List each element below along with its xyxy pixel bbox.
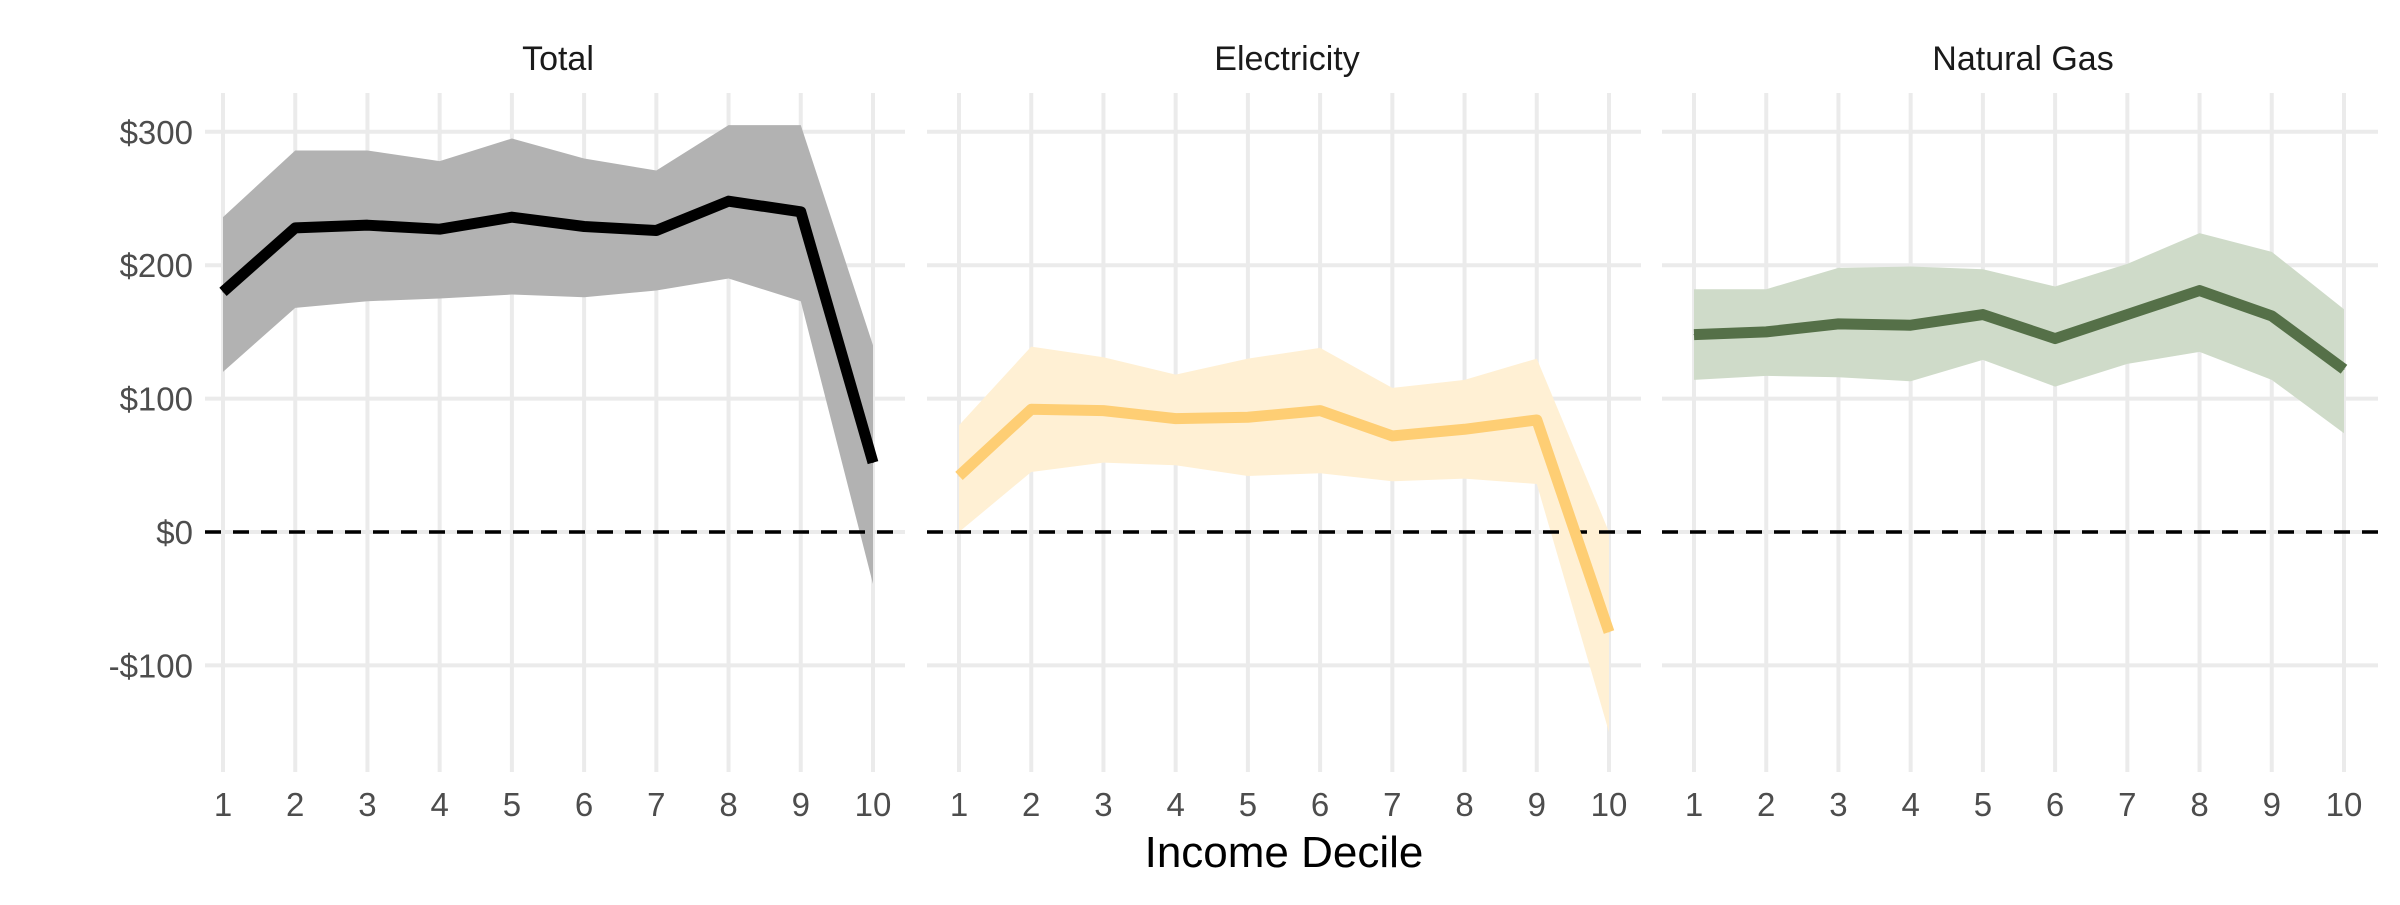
data-point [1102,410,1104,412]
x-tick-label: 7 [2118,786,2136,823]
series-line [1693,285,2348,374]
x-tick-label: 1 [1685,786,1703,823]
data-point [958,475,960,477]
x-tick-label: 5 [1974,786,1992,823]
ribbon-layer [223,125,2344,733]
data-point [1765,331,1767,333]
x-tick-label: 2 [1757,786,1775,823]
y-tick-label: $200 [120,247,193,284]
data-point [1608,631,1610,633]
data-point [439,228,441,230]
x-tick-label: 2 [1022,786,1040,823]
x-tick-label: 9 [1528,786,1546,823]
data-point [583,226,585,228]
data-point [1837,323,1839,325]
panel-title: Total [522,40,594,78]
data-point [1982,314,1984,316]
series-line [955,403,1615,634]
confidence-band [1694,233,2344,434]
data-point [800,211,802,213]
data-point [2271,315,2273,317]
x-tick-label: 10 [1591,786,1628,823]
series-line [219,195,879,465]
data-point [1536,419,1538,421]
panel-title: Electricity [1214,40,1359,78]
data-point [2126,314,2128,316]
x-tick-label: 6 [575,786,593,823]
data-point [872,462,874,464]
x-tick-label: 10 [855,786,892,823]
data-point [728,200,730,202]
x-tick-label: 3 [1094,786,1112,823]
data-point [1175,418,1177,420]
x-tick-label: 10 [2326,786,2363,823]
data-point [655,230,657,232]
y-tick-label: $300 [120,114,193,151]
data-point [511,216,513,218]
x-tick-label: 6 [2046,786,2064,823]
series-line-layer [219,195,2348,634]
x-tick-label: 1 [950,786,968,823]
data-point [222,291,224,293]
x-tick-label: 8 [1455,786,1473,823]
data-point [2054,338,2056,340]
data-point [294,227,296,229]
confidence-band [959,346,1609,733]
data-point [1319,410,1321,412]
data-point [2199,290,2201,292]
x-tick-label: 7 [1383,786,1401,823]
x-axis-title: Income Decile [1145,828,1424,877]
data-point [2343,368,2345,370]
data-point [1247,416,1249,418]
x-tick-label: 5 [503,786,521,823]
x-tick-label: 9 [2263,786,2281,823]
x-tick-label: 8 [2190,786,2208,823]
text-layer: Total 1 2 3 4 5 6 7 8 9 10 Electricity 1 2 3 4 5 6 7 8 9 10 Na… [109,40,2363,823]
y-tick-label: $100 [120,381,193,418]
y-tick-label: -$100 [109,647,193,684]
x-tick-label: 3 [1829,786,1847,823]
x-tick-label: 5 [1239,786,1257,823]
x-tick-label: 3 [358,786,376,823]
x-tick-label: 4 [430,786,448,823]
data-point [1391,435,1393,437]
data-point [366,224,368,226]
x-tick-label: 9 [792,786,810,823]
panel-title: Natural Gas [1932,40,2113,78]
x-tick-label: 6 [1311,786,1329,823]
confidence-band [223,125,873,585]
data-point [1910,324,1912,326]
x-tick-label: 2 [286,786,304,823]
data-point [1464,428,1466,430]
x-tick-label: 4 [1901,786,1919,823]
x-tick-label: 4 [1166,786,1184,823]
x-tick-label: 1 [214,786,232,823]
x-tick-label: 8 [719,786,737,823]
x-tick-label: 7 [647,786,665,823]
y-tick-label: $0 [156,514,193,551]
data-point [1030,408,1032,410]
data-point [1693,334,1695,336]
